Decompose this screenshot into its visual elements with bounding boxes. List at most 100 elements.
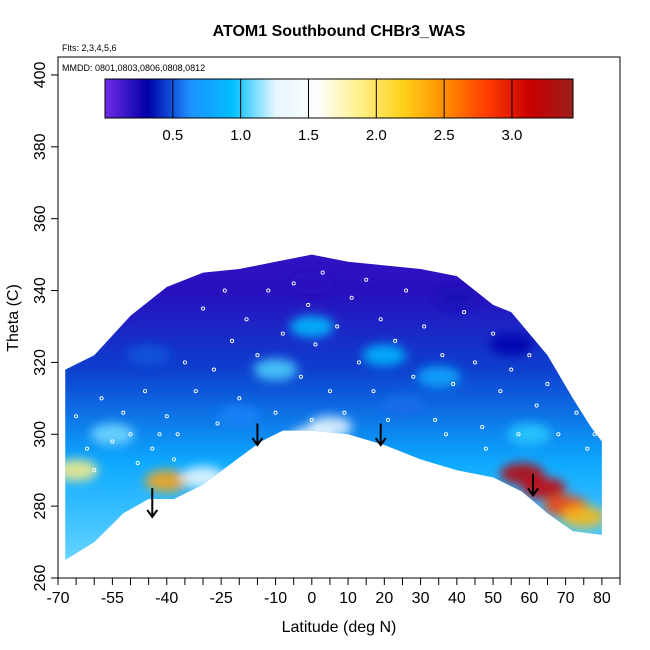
x-tick-label: 10 [339, 590, 357, 607]
x-tick-label: -55 [101, 590, 124, 607]
sample-point [266, 288, 271, 293]
sample-point [443, 432, 449, 437]
sample-point [516, 432, 521, 437]
y-tick-label: 320 [32, 349, 49, 376]
hotspot [217, 405, 262, 428]
y-tick-label: 280 [32, 493, 49, 520]
sample-point [229, 338, 235, 343]
arrow-head [251, 437, 264, 447]
x-tick-label: 70 [557, 590, 575, 607]
dates-note: MMDD: 0801,0803,0806,0808,0812 [62, 63, 205, 73]
sample-point [273, 410, 278, 415]
x-tick-label: 30 [412, 590, 430, 607]
colorbar-tick-label: 2.5 [434, 127, 455, 144]
hotspot [126, 344, 171, 367]
hotspot [380, 394, 425, 417]
arrow-head [527, 487, 539, 498]
y-tick-label: 400 [32, 62, 49, 89]
y-tick-label: 260 [32, 565, 49, 592]
x-axis-title: Latitude (deg N) [282, 619, 397, 636]
hotspot [289, 315, 334, 338]
sample-point [385, 417, 390, 422]
x-tick-label: -10 [264, 590, 287, 607]
hotspot [434, 286, 479, 309]
sample-point [527, 353, 532, 358]
field-base [65, 254, 602, 561]
sample-point [327, 389, 332, 394]
down-arrow [527, 473, 539, 498]
down-arrow [374, 423, 387, 447]
sample-point [164, 414, 169, 419]
colorbar-ticks: 0.5 1.0 1.5 2.0 2.5 3.0 [162, 79, 522, 144]
chart-title: ATOM1 Southbound CHBr3_WAS [213, 23, 466, 40]
sample-point [211, 367, 216, 372]
sample-point [84, 446, 90, 451]
hotspot [416, 365, 461, 388]
sample-point [99, 396, 104, 401]
sample-point [498, 389, 503, 394]
sample-point [135, 460, 140, 466]
arrow-markers [146, 423, 539, 519]
sample-point [317, 432, 322, 437]
x-tick-label: 40 [448, 590, 466, 607]
sample-point [215, 421, 220, 426]
sample-point [291, 281, 296, 286]
sample-point [255, 353, 260, 358]
sample-point [404, 288, 409, 293]
hotspot [90, 423, 135, 446]
colorbar-gradient [104, 78, 574, 119]
hotspot [489, 333, 534, 356]
x-tick-label: 0 [307, 590, 316, 607]
x-tick-label: 60 [520, 590, 538, 607]
sample-point [349, 295, 354, 300]
sample-point [306, 302, 311, 307]
hotspot [253, 358, 298, 381]
sample-point [563, 367, 568, 372]
colorbar-tick-label: 2.0 [366, 127, 387, 144]
sample-point [574, 410, 579, 415]
sample-point [309, 417, 314, 422]
sample-point [433, 417, 438, 422]
x-tick-label: 50 [484, 590, 502, 607]
sample-point [342, 410, 347, 415]
sample-point [280, 331, 285, 336]
colorbar-tick-label: 1.5 [298, 127, 319, 144]
sample-point [128, 432, 133, 437]
sample-point [534, 403, 539, 408]
y-tick-label: 340 [32, 277, 49, 304]
sample-point [157, 432, 162, 437]
sample-point [509, 367, 514, 372]
sample-point [556, 432, 561, 437]
hotspot [144, 469, 189, 492]
arrow-head [146, 509, 159, 519]
down-arrow [146, 488, 159, 519]
sample-point [451, 381, 456, 387]
hotspot [561, 505, 602, 528]
down-arrow [251, 423, 264, 447]
hotspot [289, 272, 334, 295]
sample-point [440, 353, 445, 358]
sample-point [92, 468, 97, 473]
sample-point [462, 310, 467, 315]
sample-point [585, 446, 590, 451]
sample-point [335, 324, 340, 329]
sample-point [411, 374, 416, 379]
sample-points [74, 270, 597, 473]
sample-point [491, 331, 496, 336]
y-tick-label: 300 [32, 421, 49, 448]
hotspot [90, 297, 135, 320]
x-axis: -70 -55 -40 -25 -10 0 10 20 30 40 50 60 70 80 [46, 577, 621, 607]
sample-point [592, 432, 597, 437]
y-axis: 260 280 300 320 340 360 380 400 [32, 62, 59, 592]
sample-point [545, 381, 550, 387]
sample-point [472, 360, 478, 365]
hotspot [181, 466, 226, 489]
hotspot [307, 416, 352, 439]
x-tick-label: -70 [46, 590, 69, 607]
arrow-head [374, 437, 387, 447]
sample-point [364, 277, 369, 282]
sample-point [244, 317, 249, 322]
y-tick-label: 360 [32, 205, 49, 232]
sample-point [175, 432, 180, 437]
